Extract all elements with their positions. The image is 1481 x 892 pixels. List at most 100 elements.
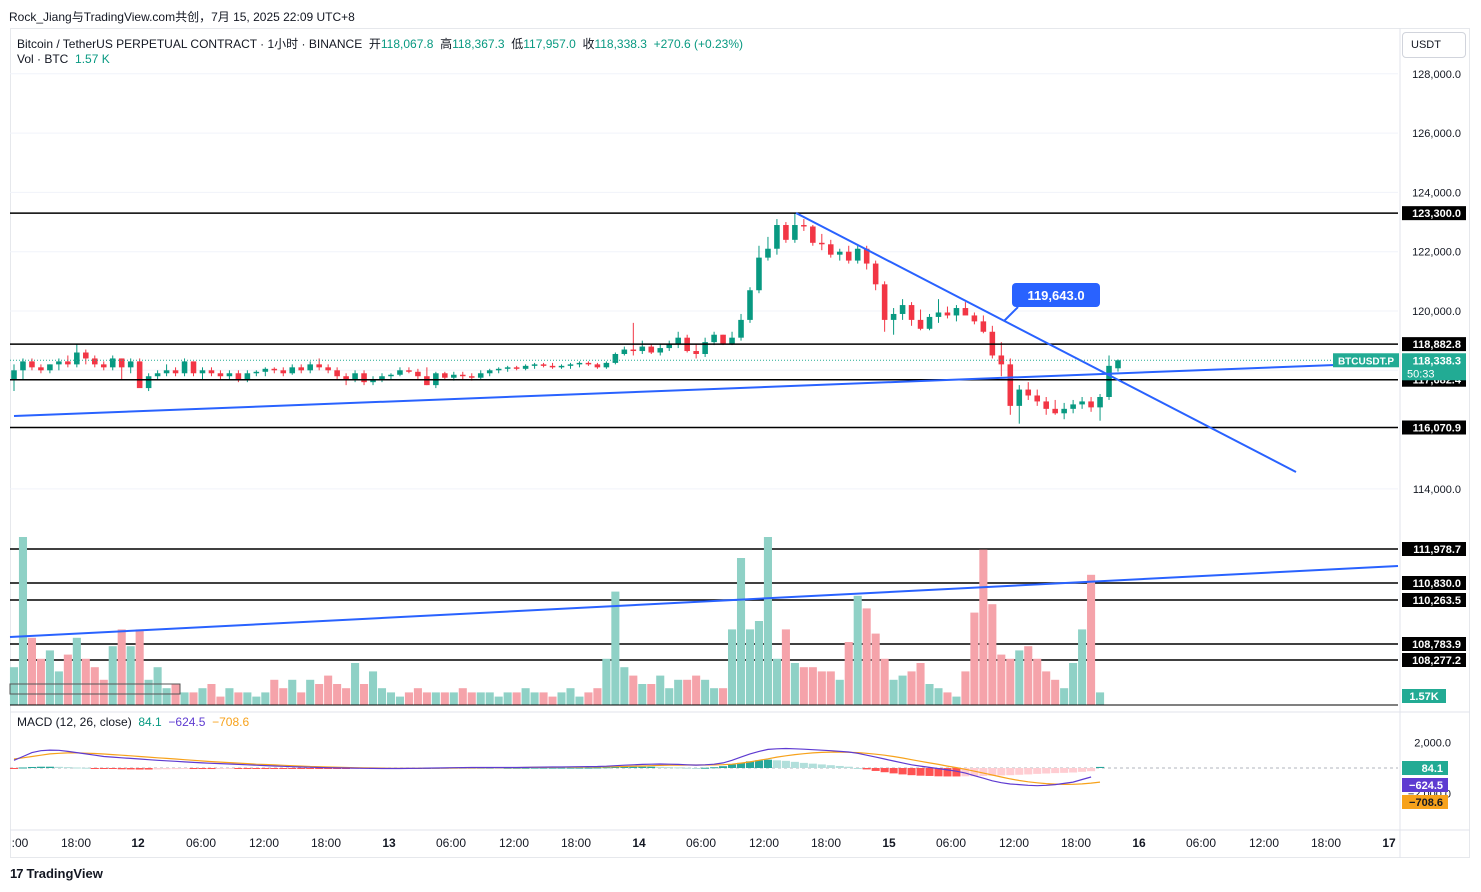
volume-bar	[243, 692, 252, 705]
macd-histogram-bar	[261, 768, 270, 769]
volume-bar	[440, 692, 449, 705]
macd-histogram-bar	[512, 767, 521, 769]
macd-value-badge-label: −708.6	[1409, 797, 1443, 809]
volume-bar	[485, 692, 494, 705]
volume-label[interactable]: Vol · BTC	[17, 52, 69, 66]
volume-bar	[288, 679, 297, 705]
volume-bar	[728, 629, 737, 705]
volume-bar	[27, 637, 36, 705]
candle-body	[1034, 395, 1041, 402]
volume-bar	[988, 604, 997, 705]
candle-body	[352, 373, 358, 380]
candle-body	[944, 312, 951, 316]
macd-histogram-bar	[781, 760, 790, 768]
price-tick-label: 122,000.0	[1412, 247, 1461, 259]
macd-histogram-bar	[566, 767, 575, 769]
volume-bar	[351, 663, 360, 705]
volume-bar	[719, 688, 728, 705]
tradingview-footer[interactable]: 17 TradingView	[10, 866, 103, 881]
volume-bar	[701, 679, 710, 705]
volume-bar	[557, 692, 566, 705]
candle-body	[1088, 401, 1094, 408]
volume-bar	[692, 675, 701, 705]
candle-body	[917, 319, 924, 329]
macd-histogram-bar	[916, 768, 925, 776]
volume-bar	[620, 667, 629, 705]
volume-bar	[602, 658, 611, 705]
candle-body	[765, 248, 771, 258]
macd-histogram-bar	[108, 768, 117, 769]
time-tick-label: 15	[882, 836, 896, 850]
macd-histogram-bar	[880, 768, 889, 773]
volume-bar	[476, 692, 485, 705]
volume-bar	[763, 537, 772, 705]
macd-line	[13, 747, 1092, 787]
level-price-badge	[1402, 576, 1466, 590]
time-tick-label: 18:00	[1311, 836, 1341, 850]
volume-bar	[315, 684, 324, 705]
macd-histogram-bar	[952, 768, 961, 777]
macd-histogram-bar	[970, 768, 979, 777]
chart-frame	[10, 28, 1470, 858]
volume-bar	[1033, 658, 1042, 705]
volume-bar	[1060, 688, 1069, 705]
currency-button[interactable]: USDT	[1402, 32, 1466, 58]
candle-body	[172, 370, 179, 374]
volume-bar	[826, 671, 835, 705]
volume-bar	[521, 688, 530, 705]
macd-histogram-bar	[315, 768, 324, 769]
candle-body	[289, 367, 296, 374]
candle-body	[190, 361, 197, 374]
candle-body	[47, 364, 53, 371]
symbol-title[interactable]: Bitcoin / TetherUS PERPETUAL CONTRACT · …	[17, 37, 363, 51]
macd-histogram-bar	[521, 767, 530, 769]
macd-histogram-bar	[45, 766, 54, 768]
time-tick-label: 12:00	[749, 836, 779, 850]
volume-bar	[1042, 671, 1051, 705]
candle-body	[1061, 408, 1067, 414]
open-label: 开	[368, 37, 381, 51]
candle-body	[747, 290, 753, 320]
macd-histogram-bar	[790, 761, 799, 768]
macd-histogram-bar	[745, 761, 755, 768]
level-price-badge	[1402, 420, 1466, 435]
volume-bar	[342, 688, 351, 705]
macd-histogram-bar	[611, 766, 620, 768]
volume-bar	[674, 679, 683, 705]
volume-bar	[135, 629, 144, 705]
macd-label[interactable]: MACD (12, 26, close)	[17, 715, 132, 729]
time-tick-label: 18:00	[61, 836, 91, 850]
volume-bar	[656, 675, 665, 705]
high-value: 118,367.3	[452, 37, 505, 51]
candle-body	[899, 305, 906, 314]
candle-body	[854, 248, 861, 261]
volume-bar	[377, 688, 387, 705]
macd-histogram-bar	[81, 767, 90, 769]
candle-body	[792, 225, 798, 240]
candle-body	[558, 365, 565, 368]
volume-bar	[916, 663, 925, 705]
volume-bar	[413, 688, 422, 705]
time-tick-label: 06:00	[436, 836, 466, 850]
candle-body	[531, 364, 538, 366]
volume-bar	[593, 688, 602, 705]
macd-histogram-bar	[692, 768, 701, 769]
candle-body	[522, 365, 529, 369]
descending-trendline	[795, 212, 1297, 473]
candle-body	[451, 374, 457, 378]
level-price-label: 110,830.0	[1413, 578, 1461, 590]
volume-bar	[781, 629, 790, 705]
macd-histogram-bar	[629, 766, 638, 768]
time-tick-label: 16	[1132, 836, 1146, 850]
macd-histogram-bar	[1042, 768, 1051, 774]
candle-body	[998, 355, 1005, 365]
volume-bar	[853, 595, 862, 705]
volume-bar	[1024, 646, 1033, 705]
macd-histogram-bar	[243, 768, 252, 769]
macd-histogram-bar	[844, 766, 853, 768]
volume-bar	[817, 671, 826, 705]
candle-body	[935, 312, 942, 317]
volume-bar	[324, 675, 333, 705]
last-price-badge	[1402, 353, 1466, 381]
